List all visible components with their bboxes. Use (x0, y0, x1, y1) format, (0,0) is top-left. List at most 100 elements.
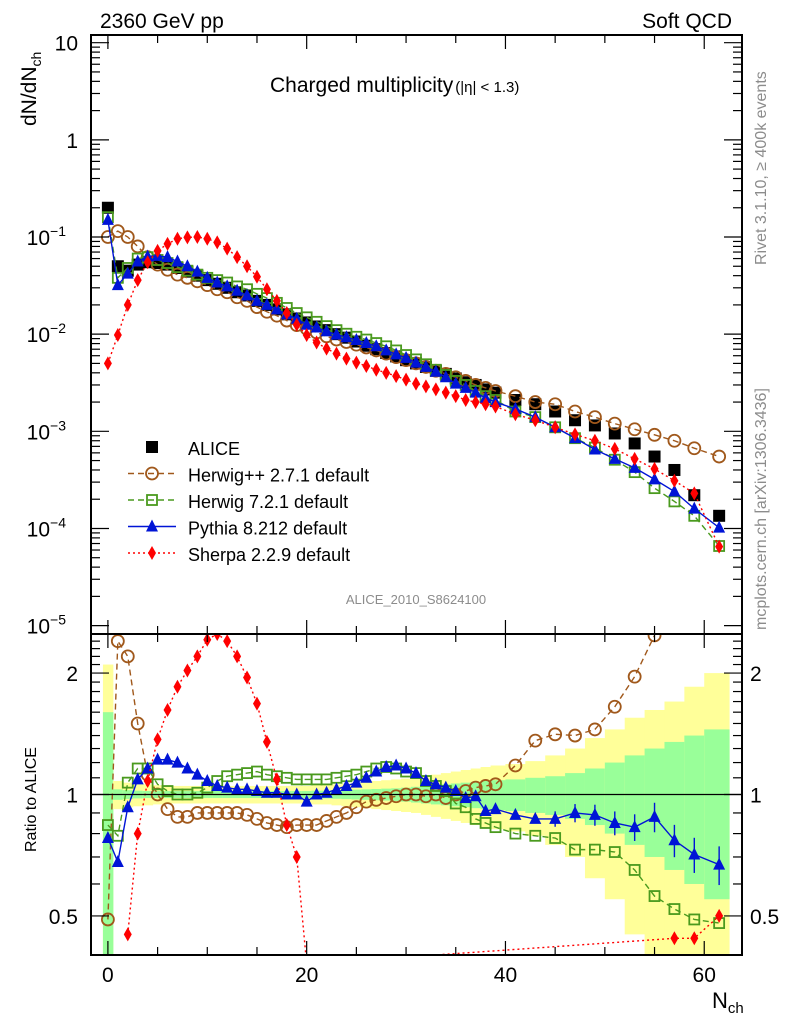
y-tick-label: 10−4 (27, 514, 67, 541)
data-point (101, 201, 114, 214)
data-point (648, 890, 661, 902)
data-point (213, 235, 222, 250)
data-point (471, 395, 480, 410)
data-point (372, 362, 381, 377)
data-point (350, 333, 363, 346)
data-point (588, 442, 601, 455)
data-point (161, 250, 174, 263)
analysis-id-label: ALICE_2010_S8624100 (346, 592, 486, 607)
data-point (231, 782, 244, 795)
stat-uncertainty-band (704, 729, 730, 900)
data-point (320, 324, 333, 337)
data-point (688, 501, 701, 514)
data-point (379, 791, 394, 805)
data-point (359, 794, 374, 809)
data-point (292, 317, 301, 332)
legend-marker (145, 466, 159, 481)
y-tick-label: 10−2 (27, 320, 67, 347)
y-tick-label: 10 (55, 33, 78, 56)
data-point (161, 752, 174, 765)
data-point (402, 372, 411, 387)
data-point (299, 818, 314, 832)
data-point (670, 931, 679, 946)
data-point (310, 320, 323, 333)
data-point (489, 802, 502, 815)
y-tick-label: 1 (66, 130, 78, 153)
data-point (509, 394, 522, 407)
data-point (668, 833, 681, 846)
data-point (260, 816, 274, 830)
data-point (111, 278, 124, 291)
data-point (715, 539, 724, 554)
data-point (330, 782, 343, 795)
data-point (252, 696, 261, 711)
data-point (688, 847, 701, 860)
data-point (260, 297, 273, 310)
data-point (569, 843, 581, 856)
data-point (589, 843, 601, 856)
data-point (233, 250, 242, 265)
data-point (688, 913, 701, 926)
data-point (201, 270, 214, 283)
ratio-y-tick-label-right: 1 (750, 785, 762, 808)
data-point (549, 811, 562, 824)
data-point (223, 634, 232, 649)
legend-entry-alice: ALICE (146, 439, 240, 459)
data-point (143, 774, 152, 789)
data-point (449, 376, 462, 389)
data-point (382, 365, 391, 380)
y-tick-label: 10−1 (27, 223, 67, 250)
data-point (153, 732, 162, 747)
data-point (171, 254, 184, 267)
data-point (340, 330, 353, 343)
data-point (241, 782, 254, 795)
stat-uncertainty-band (565, 773, 586, 819)
data-point (690, 486, 699, 501)
data-point (210, 806, 225, 820)
main-y-axis-label-sub: ch (28, 52, 44, 67)
data-point (123, 927, 132, 942)
data-point (390, 347, 403, 360)
stat-uncertainty-band (545, 776, 566, 815)
data-point (131, 254, 144, 267)
data-point (628, 820, 641, 833)
x-axis-label: Nch (712, 988, 744, 1017)
data-point (668, 484, 681, 497)
x-axis-label-text: N (712, 988, 728, 1013)
data-point (410, 766, 423, 779)
data-point (392, 369, 401, 384)
ratio-panel-series (100, 634, 726, 955)
data-point (569, 805, 582, 818)
data-point (400, 350, 413, 363)
legend-label: Sherpa 2.2.9 default (188, 545, 350, 565)
data-point (190, 806, 205, 820)
data-point (588, 722, 602, 737)
data-point (628, 437, 641, 450)
data-point (608, 846, 621, 858)
legend-entry-pythia-8-212-default: Pythia 8.212 default (128, 519, 347, 539)
data-point (322, 341, 331, 356)
data-point (549, 832, 562, 844)
data-point (171, 755, 184, 768)
ratio-y-tick-label-left: 1 (66, 785, 78, 808)
data-point (312, 335, 321, 350)
data-point (113, 328, 122, 343)
legend-marker (146, 494, 158, 506)
data-point (529, 811, 542, 824)
data-point (221, 780, 234, 793)
data-point (120, 230, 135, 244)
data-point (479, 391, 492, 404)
data-point (509, 827, 522, 840)
data-point (250, 784, 263, 797)
data-point (439, 370, 452, 383)
data-point (310, 787, 323, 800)
data-point (131, 772, 144, 785)
series-line (127, 634, 720, 955)
data-point (133, 273, 142, 288)
data-point (151, 778, 164, 791)
data-point (262, 734, 271, 749)
data-point (449, 784, 462, 797)
series-herwig-2-7-1-default (100, 224, 727, 464)
data-point (362, 359, 371, 374)
data-point (459, 380, 472, 393)
